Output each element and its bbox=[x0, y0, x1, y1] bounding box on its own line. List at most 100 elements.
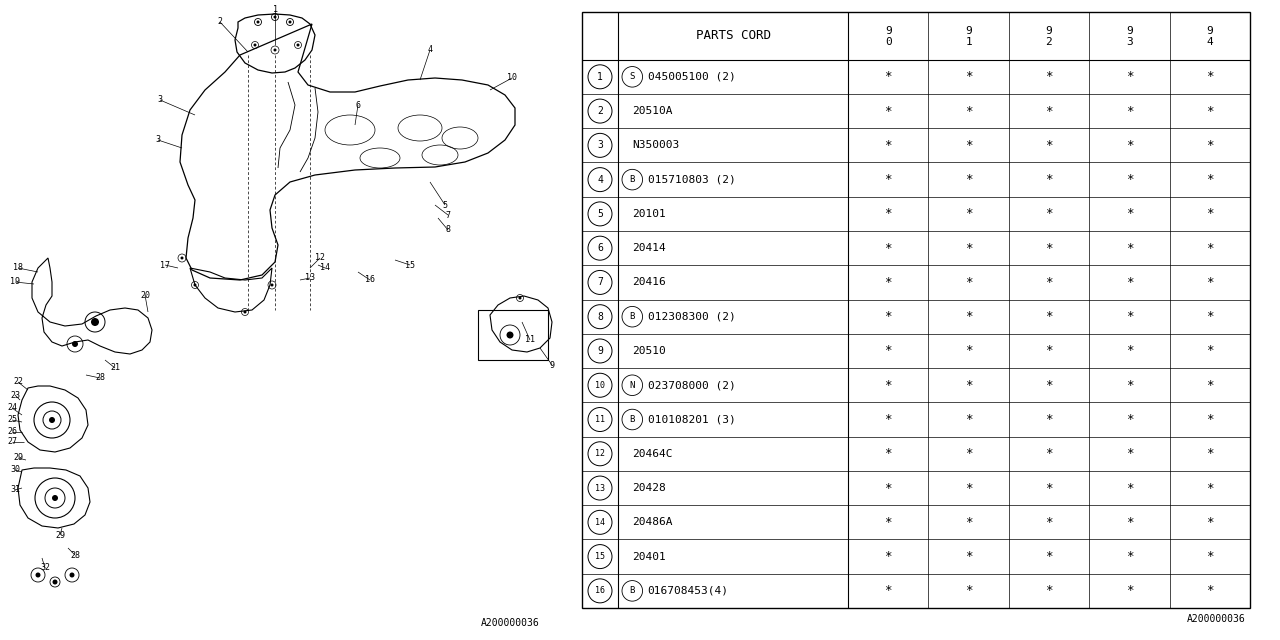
Circle shape bbox=[253, 44, 256, 47]
Text: *: * bbox=[1206, 104, 1213, 118]
Text: 31: 31 bbox=[10, 486, 20, 495]
Text: *: * bbox=[884, 310, 892, 323]
Text: *: * bbox=[1046, 139, 1052, 152]
Text: *: * bbox=[1206, 70, 1213, 83]
Text: *: * bbox=[965, 550, 973, 563]
Text: 20510A: 20510A bbox=[632, 106, 672, 116]
Circle shape bbox=[288, 20, 292, 24]
Text: 4: 4 bbox=[428, 45, 433, 54]
Text: 13: 13 bbox=[305, 273, 315, 282]
Text: 9: 9 bbox=[1126, 26, 1133, 36]
Text: *: * bbox=[1125, 447, 1133, 460]
Text: *: * bbox=[1046, 379, 1052, 392]
Text: B: B bbox=[630, 415, 635, 424]
Circle shape bbox=[243, 310, 247, 314]
Text: *: * bbox=[965, 344, 973, 358]
Text: 13: 13 bbox=[595, 484, 605, 493]
Text: 16: 16 bbox=[365, 275, 375, 285]
Text: *: * bbox=[965, 276, 973, 289]
Text: *: * bbox=[1046, 550, 1052, 563]
Text: 25: 25 bbox=[6, 415, 17, 424]
Text: 20401: 20401 bbox=[632, 552, 666, 561]
Text: *: * bbox=[1206, 344, 1213, 358]
Text: *: * bbox=[1046, 344, 1052, 358]
Text: 20416: 20416 bbox=[632, 277, 666, 287]
Text: 045005100 (2): 045005100 (2) bbox=[648, 72, 735, 82]
Text: 23: 23 bbox=[10, 390, 20, 399]
Text: *: * bbox=[965, 413, 973, 426]
Text: *: * bbox=[1206, 310, 1213, 323]
Text: *: * bbox=[884, 550, 892, 563]
Circle shape bbox=[36, 573, 41, 577]
Text: 6: 6 bbox=[596, 243, 603, 253]
Text: *: * bbox=[1125, 344, 1133, 358]
Circle shape bbox=[52, 495, 58, 501]
Text: *: * bbox=[1125, 173, 1133, 186]
Text: *: * bbox=[1046, 310, 1052, 323]
Text: *: * bbox=[884, 276, 892, 289]
Text: 20: 20 bbox=[140, 291, 150, 300]
Bar bbox=[582, 12, 1251, 608]
Text: 3: 3 bbox=[1126, 37, 1133, 47]
Text: *: * bbox=[884, 516, 892, 529]
Text: *: * bbox=[1206, 481, 1213, 495]
Text: 20101: 20101 bbox=[632, 209, 666, 219]
Text: 2: 2 bbox=[596, 106, 603, 116]
Text: 16: 16 bbox=[595, 586, 605, 595]
Text: 14: 14 bbox=[320, 264, 330, 273]
Text: *: * bbox=[1125, 481, 1133, 495]
Text: 7: 7 bbox=[596, 277, 603, 287]
Text: *: * bbox=[1206, 139, 1213, 152]
Text: *: * bbox=[1125, 310, 1133, 323]
Text: *: * bbox=[884, 344, 892, 358]
Text: *: * bbox=[1206, 242, 1213, 255]
Text: 24: 24 bbox=[6, 403, 17, 413]
Text: 10: 10 bbox=[595, 381, 605, 390]
Text: 012308300 (2): 012308300 (2) bbox=[648, 312, 735, 322]
Text: *: * bbox=[884, 584, 892, 597]
Text: *: * bbox=[1125, 242, 1133, 255]
Text: 3: 3 bbox=[596, 140, 603, 150]
Circle shape bbox=[69, 573, 74, 577]
Text: 9: 9 bbox=[884, 26, 892, 36]
Text: *: * bbox=[1206, 276, 1213, 289]
Text: *: * bbox=[1206, 379, 1213, 392]
Text: 26: 26 bbox=[6, 428, 17, 436]
Text: *: * bbox=[884, 70, 892, 83]
Text: *: * bbox=[965, 173, 973, 186]
Text: *: * bbox=[1206, 413, 1213, 426]
Text: 11: 11 bbox=[525, 335, 535, 344]
Text: 17: 17 bbox=[160, 260, 170, 269]
Text: 4: 4 bbox=[596, 175, 603, 184]
Text: B: B bbox=[630, 586, 635, 595]
Text: *: * bbox=[965, 139, 973, 152]
Text: *: * bbox=[965, 207, 973, 220]
Text: *: * bbox=[965, 104, 973, 118]
Text: 010108201 (3): 010108201 (3) bbox=[648, 415, 735, 424]
Text: *: * bbox=[1206, 207, 1213, 220]
Text: 1: 1 bbox=[273, 6, 278, 15]
Text: 4: 4 bbox=[1207, 37, 1213, 47]
Circle shape bbox=[91, 318, 99, 326]
Text: 19: 19 bbox=[10, 278, 20, 287]
Text: 14: 14 bbox=[595, 518, 605, 527]
Text: 023708000 (2): 023708000 (2) bbox=[648, 380, 735, 390]
Text: 15: 15 bbox=[595, 552, 605, 561]
Text: *: * bbox=[965, 242, 973, 255]
Text: 30: 30 bbox=[10, 465, 20, 474]
Text: *: * bbox=[884, 379, 892, 392]
Text: *: * bbox=[965, 70, 973, 83]
Text: 5: 5 bbox=[443, 200, 448, 209]
Circle shape bbox=[193, 284, 197, 287]
Text: N: N bbox=[630, 381, 635, 390]
Text: 27: 27 bbox=[6, 438, 17, 447]
Text: *: * bbox=[965, 447, 973, 460]
Text: 32: 32 bbox=[40, 563, 50, 573]
Circle shape bbox=[256, 20, 260, 24]
Text: *: * bbox=[1206, 516, 1213, 529]
Text: *: * bbox=[1046, 104, 1052, 118]
Text: *: * bbox=[1046, 584, 1052, 597]
Text: 3: 3 bbox=[155, 136, 160, 145]
Text: 6: 6 bbox=[356, 100, 361, 109]
Text: *: * bbox=[1125, 516, 1133, 529]
